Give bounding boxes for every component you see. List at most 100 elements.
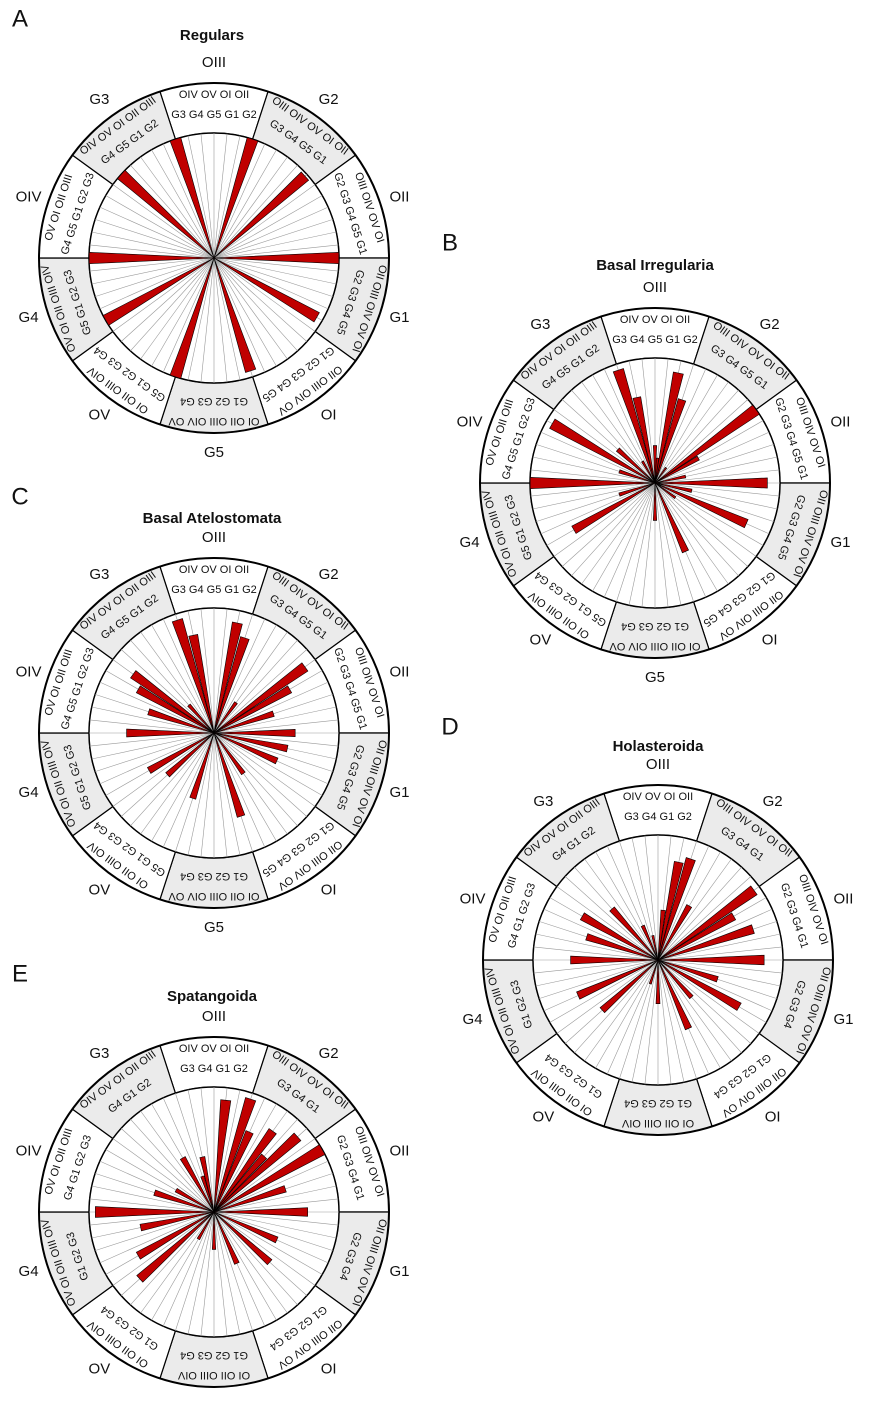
spoke — [657, 866, 742, 961]
spoke — [213, 257, 329, 310]
panel-letter: C — [11, 483, 28, 510]
panel: A Regulars OIV OV OI OII G3 G4 G5 G1 G2 OIII… — [12, 5, 409, 461]
wedge — [579, 912, 659, 961]
wedge — [213, 732, 246, 818]
spoke — [162, 143, 215, 259]
wedge — [213, 701, 238, 734]
wedge — [654, 371, 684, 484]
spoke — [187, 732, 215, 856]
spoke — [89, 257, 215, 272]
spoke — [561, 482, 656, 567]
wedge — [213, 257, 320, 323]
panel-title: Basal Irregularia — [596, 257, 714, 274]
spoke — [95, 732, 215, 772]
spoke — [112, 257, 215, 332]
spoke — [654, 381, 729, 484]
ring-label: OIV OV OI OII — [623, 791, 693, 803]
spoke — [213, 257, 308, 342]
outer-label: G3 — [89, 91, 109, 108]
spoke — [91, 231, 215, 259]
spoke — [654, 482, 694, 602]
outer-label: OIV — [16, 1143, 42, 1160]
ring-label: OIV OV OI OII — [620, 314, 690, 326]
ring-label: G1 G2 G3 G4 — [624, 1097, 692, 1109]
wedge — [655, 959, 661, 1004]
spoke — [657, 959, 773, 1012]
panel-title: Spatangoida — [167, 988, 258, 1005]
spoke — [99, 257, 215, 310]
spoke — [595, 959, 659, 1069]
spoke — [654, 482, 718, 592]
spoke — [213, 732, 277, 842]
spoke — [535, 933, 659, 961]
spoke — [657, 845, 710, 961]
wedge — [615, 447, 656, 484]
wedge — [189, 732, 215, 800]
outer-label: G4 — [19, 1263, 39, 1280]
spoke — [213, 1211, 288, 1314]
outer-label: OI — [321, 1361, 337, 1378]
wedge — [136, 1211, 215, 1283]
wedge — [641, 460, 656, 484]
spoke — [553, 409, 656, 484]
spoke — [140, 257, 215, 360]
outer-label: G5 — [645, 669, 665, 686]
spoke — [213, 257, 316, 332]
ring-label: G3 G4 G1 G2 — [180, 1063, 248, 1075]
spoke — [213, 257, 228, 383]
spoke — [584, 858, 659, 961]
spoke — [631, 959, 659, 1083]
spoke — [213, 156, 288, 259]
outer-label: OI — [765, 1109, 781, 1126]
outer-circle — [482, 784, 834, 1136]
spoke — [213, 732, 266, 848]
ring-label: G1 G2 G3 G4 — [180, 395, 248, 407]
spoke — [654, 482, 669, 608]
spoke — [213, 1211, 298, 1306]
spoke — [200, 1211, 215, 1337]
outer-label: OIV — [460, 891, 486, 908]
spoke — [213, 257, 288, 360]
outer-label: OII — [830, 414, 850, 431]
wedge — [618, 482, 656, 497]
outer-circle — [38, 82, 390, 434]
spoke — [654, 482, 764, 546]
ring-label: G3 G4 G5 G1 G2 — [612, 334, 698, 346]
spoke — [213, 1198, 339, 1213]
outer-label: G2 — [319, 1045, 339, 1062]
spoke — [571, 389, 656, 484]
ring-label: OI OII OIII OIV OV — [609, 640, 701, 652]
spoke — [213, 135, 241, 259]
outer-label: G1 — [833, 1011, 853, 1028]
spoke — [657, 858, 732, 961]
outer-label: OV — [89, 1361, 111, 1378]
spoke — [112, 1211, 215, 1286]
spoke — [213, 1185, 337, 1213]
spoke — [654, 482, 729, 585]
spoke — [654, 482, 749, 567]
spoke — [657, 959, 732, 1062]
spoke — [213, 1211, 337, 1239]
wedge — [213, 732, 289, 753]
outer-label: OIII — [202, 529, 226, 546]
outer-label: OIV — [457, 414, 483, 431]
wedge — [213, 1099, 232, 1213]
spoke — [213, 608, 228, 734]
panel-letter: A — [12, 5, 28, 32]
spoke — [657, 959, 781, 987]
wedge — [657, 954, 765, 966]
wedge — [632, 396, 656, 484]
spoke — [654, 368, 707, 484]
outer-label: OIII — [202, 1008, 226, 1025]
outer-label: G3 — [89, 566, 109, 583]
wedge — [213, 732, 279, 765]
spoke — [657, 959, 697, 1079]
outer-circle — [38, 1036, 390, 1388]
wedge — [147, 708, 215, 734]
wedge — [654, 466, 668, 484]
spoke — [654, 389, 739, 484]
spoke — [213, 732, 241, 856]
spoke — [532, 456, 656, 484]
spoke — [654, 444, 774, 484]
wedge — [576, 959, 659, 1000]
